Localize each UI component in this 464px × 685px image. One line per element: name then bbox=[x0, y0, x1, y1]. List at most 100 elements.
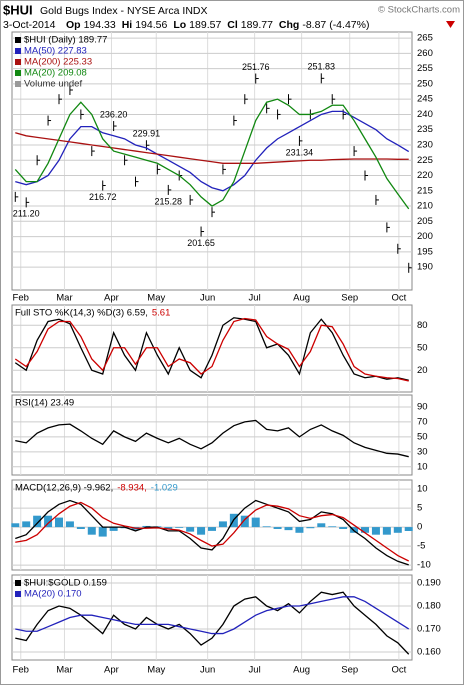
histogram-bar bbox=[109, 527, 118, 531]
quote-value: 189.77 bbox=[241, 19, 273, 31]
price-bar bbox=[375, 194, 379, 205]
price-bar bbox=[91, 146, 95, 157]
histogram-bar bbox=[87, 527, 96, 535]
histogram-bar bbox=[251, 517, 260, 528]
y-tick-label: 10 bbox=[417, 461, 428, 472]
legend-text: 5.61 bbox=[152, 308, 171, 319]
histogram-bar bbox=[54, 517, 63, 528]
y-tick-label: 0.190 bbox=[417, 578, 441, 589]
legend-text: MA(20) 0.170 bbox=[24, 589, 82, 600]
panel-frame bbox=[11, 31, 413, 291]
panel-frame bbox=[11, 394, 413, 476]
quote-value: 189.57 bbox=[189, 19, 221, 31]
series-line bbox=[14, 98, 410, 210]
value-label: 201.65 bbox=[187, 238, 215, 248]
value-label: 215.28 bbox=[155, 196, 183, 206]
histogram-bar bbox=[317, 523, 326, 528]
x-tick-label: Jun bbox=[200, 293, 215, 304]
y-tick-label: 205 bbox=[417, 216, 433, 227]
histogram-bar bbox=[306, 527, 315, 529]
histogram-bar bbox=[164, 527, 173, 529]
series-line bbox=[15, 132, 409, 164]
y-tick-label: 225 bbox=[417, 155, 433, 166]
price-bar bbox=[222, 164, 226, 175]
y-tick-label: 210 bbox=[417, 201, 433, 212]
histogram-bar bbox=[22, 521, 31, 528]
quote-label: Chg bbox=[279, 19, 299, 31]
x-tick-label: Jul bbox=[249, 665, 261, 676]
x-tick-label: Mar bbox=[56, 665, 72, 676]
y-tick-label: 0 bbox=[417, 522, 422, 533]
x-tick-label: Jul bbox=[249, 293, 261, 304]
price-bar bbox=[14, 191, 19, 202]
y-tick-label: 0.180 bbox=[417, 601, 441, 612]
price-bar bbox=[80, 109, 84, 120]
price-bar bbox=[255, 73, 259, 84]
legend-swatch bbox=[15, 37, 21, 43]
y-tick-label: 245 bbox=[417, 94, 433, 105]
y-tick-label: 90 bbox=[417, 401, 428, 412]
value-label: 251.76 bbox=[242, 62, 270, 72]
y-tick-label: 0.160 bbox=[417, 646, 441, 657]
histogram-bar bbox=[262, 526, 271, 528]
y-tick-label: 265 bbox=[417, 33, 433, 44]
value-label: 229.91 bbox=[133, 129, 161, 139]
price-bar bbox=[331, 94, 336, 105]
price-bar bbox=[233, 115, 237, 126]
price-bar bbox=[134, 176, 139, 187]
title: Gold Bugs Index - NYSE Arca INDX bbox=[40, 5, 208, 17]
histogram-bar bbox=[240, 515, 249, 528]
legend-text: Volume undef bbox=[24, 79, 82, 90]
legend-text: MA(50) 227.83 bbox=[24, 46, 87, 57]
quote-label: Hi bbox=[122, 19, 133, 31]
legend-swatch bbox=[15, 580, 21, 586]
x-tick-label: Oct bbox=[391, 293, 406, 304]
legend-text: MA(200) 225.33 bbox=[24, 57, 92, 68]
y-tick-label: 20 bbox=[417, 365, 428, 376]
histogram-bar bbox=[11, 523, 20, 528]
price-bar bbox=[408, 262, 412, 273]
y-tick-label: 0.170 bbox=[417, 624, 441, 635]
legend-text: -1.029 bbox=[151, 483, 178, 494]
legend-swatch bbox=[15, 81, 21, 87]
price-bar bbox=[266, 103, 270, 114]
y-tick-label: 255 bbox=[417, 63, 433, 74]
histogram-bar bbox=[404, 527, 413, 531]
histogram-bar bbox=[175, 527, 184, 528]
series-line bbox=[14, 317, 409, 382]
histogram-bar bbox=[186, 527, 195, 532]
price-bar bbox=[244, 94, 248, 105]
x-tick-label: Feb bbox=[13, 293, 29, 304]
price-bar bbox=[353, 146, 358, 157]
price-bar bbox=[364, 170, 369, 181]
y-tick-label: 70 bbox=[417, 416, 428, 427]
y-tick-label: 235 bbox=[417, 124, 433, 135]
y-tick-label: 5 bbox=[417, 503, 422, 514]
y-tick-label: 230 bbox=[417, 139, 433, 150]
symbol: $HUI bbox=[3, 2, 33, 17]
quote-value: 194.56 bbox=[135, 19, 167, 31]
histogram-bar bbox=[328, 526, 337, 528]
y-tick-label: 200 bbox=[417, 231, 433, 242]
y-tick-label: 80 bbox=[417, 320, 428, 331]
y-tick-label: 50 bbox=[417, 431, 428, 442]
x-tick-label: Aug bbox=[293, 293, 310, 304]
x-tick-label: Mar bbox=[56, 293, 72, 304]
price-bar bbox=[288, 94, 292, 105]
price-bar bbox=[200, 226, 205, 237]
histogram-bar bbox=[33, 515, 42, 528]
series-line bbox=[14, 317, 409, 381]
price-bar bbox=[58, 94, 62, 105]
x-tick-label: Aug bbox=[293, 665, 310, 676]
price-bar bbox=[167, 184, 172, 195]
panel-frame bbox=[11, 479, 413, 571]
y-tick-label: 250 bbox=[417, 78, 433, 89]
price-bar bbox=[102, 180, 106, 191]
quote-value: 194.33 bbox=[84, 19, 116, 31]
price-bar bbox=[25, 197, 30, 208]
value-label: 231.34 bbox=[286, 147, 314, 157]
histogram-bar bbox=[44, 515, 53, 528]
x-tick-label: Jun bbox=[200, 665, 215, 676]
legend-swatch bbox=[15, 591, 21, 597]
legend-text: MA(20) 209.08 bbox=[24, 68, 87, 79]
